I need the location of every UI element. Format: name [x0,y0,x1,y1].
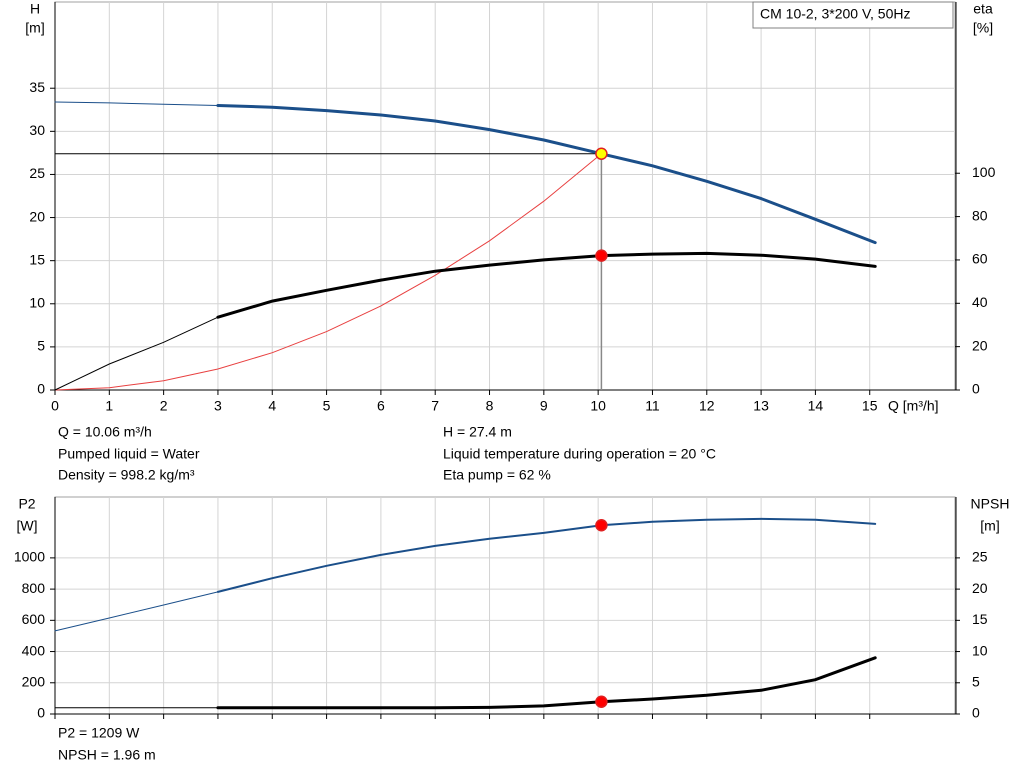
curve [54,153,602,391]
plot-area [54,1,956,391]
y2-tick-label: 15 [972,611,988,627]
annotation: Q = 10.06 m³/h [58,424,152,440]
operating-point [595,147,608,161]
y-tick-label: 5 [37,338,45,354]
annotation: NPSH = 1.96 m [58,747,156,763]
y-axis-unit: [m] [25,20,44,36]
y2-axis-label: eta [973,1,993,17]
x-tick-label: 8 [486,398,494,414]
y-tick-label: 600 [22,611,46,627]
x-tick-label: 5 [323,398,331,414]
curve [54,316,219,391]
x-tick-label: 2 [160,398,168,414]
y-axis-label: P2 [18,496,35,512]
x-tick-label: 10 [590,398,606,414]
y2-tick-label: 0 [972,381,980,397]
x-tick-label: 0 [51,398,59,414]
annotation: Density = 998.2 kg/m³ [58,467,195,483]
x-tick-label: 12 [699,398,715,414]
y2-axis-unit: [m] [980,518,999,534]
x-tick-label: 1 [105,398,113,414]
chart-title: CM 10-2, 3*200 V, 50Hz [760,6,910,22]
x-tick-label: 15 [862,398,878,414]
annotation: Liquid temperature during operation = 20… [443,446,716,462]
y-tick-label: 15 [29,251,45,267]
y-tick-label: 0 [37,381,45,397]
y-axis-label: H [30,1,40,17]
operating-point [595,519,608,532]
x-tick-label: 6 [377,398,385,414]
y-tick-label: 20 [29,208,45,224]
y2-axis-label: NPSH [971,496,1010,512]
y2-tick-label: 20 [972,337,988,353]
y2-tick-label: 40 [972,294,988,310]
y-tick-label: 30 [29,122,45,138]
y2-tick-label: 20 [972,580,988,596]
x-tick-label: 13 [753,398,769,414]
operating-point [595,249,608,262]
curve [216,104,877,245]
curve [54,591,219,632]
y2-axis-unit: [%] [973,20,993,36]
x-tick-label: 4 [268,398,276,414]
annotation: P2 = 1209 W [58,725,140,741]
x-axis-label: Q [m³/h] [888,398,939,414]
y-tick-label: 800 [22,580,46,596]
y-tick-label: 200 [22,673,46,689]
y-tick-label: 35 [29,79,45,95]
x-tick-label: 7 [431,398,439,414]
annotation: H = 27.4 m [443,424,512,440]
x-tick-label: 14 [808,398,824,414]
y2-tick-label: 80 [972,207,988,223]
curve [216,251,877,319]
curve [216,656,877,710]
x-tick-label: 3 [214,398,222,414]
x-tick-label: 11 [645,398,660,414]
y2-tick-label: 10 [972,642,988,658]
x-tick-label: 9 [540,398,548,414]
y-tick-label: 25 [29,165,45,181]
annotation: Eta pump = 62 % [443,467,551,483]
plot-area [54,496,956,715]
curve [216,517,877,593]
y-tick-label: 400 [22,642,46,658]
y-tick-label: 10 [29,294,45,310]
annotation: Pumped liquid = Water [58,446,200,462]
y2-tick-label: 5 [972,673,980,689]
y-tick-label: 1000 [14,549,45,565]
y2-tick-label: 100 [972,164,996,180]
operating-point [595,695,608,709]
y2-tick-label: 60 [972,251,988,267]
curve [54,101,219,106]
title-box [752,1,954,29]
y2-tick-label: 0 [972,705,980,721]
y-axis-unit: [W] [17,518,38,534]
y-tick-label: 0 [37,705,45,721]
y2-tick-label: 25 [972,549,988,565]
